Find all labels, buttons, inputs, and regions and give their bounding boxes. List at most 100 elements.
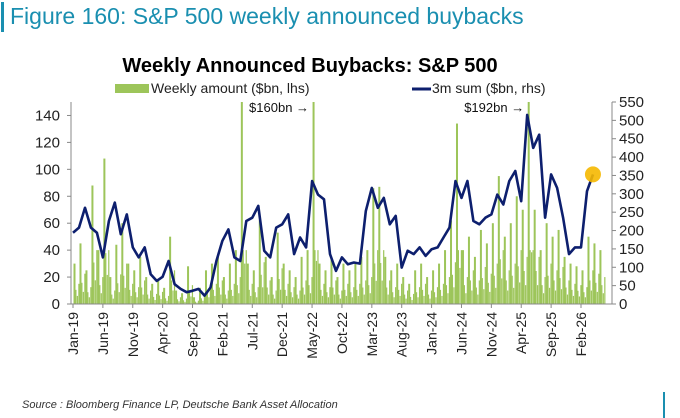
x-tick-label: Aug-23 [394, 312, 410, 357]
bar [197, 300, 200, 304]
right-tick-label: 350 [619, 167, 644, 184]
bar [73, 263, 76, 304]
bar [257, 287, 259, 304]
bar [472, 270, 474, 304]
bar [398, 289, 400, 304]
bar [172, 290, 174, 304]
footer-accent-bar [663, 392, 665, 418]
bar [90, 287, 92, 304]
bar [141, 287, 143, 304]
bar [117, 283, 119, 304]
right-tick-label: 0 [619, 296, 627, 313]
legend-swatch-bars [115, 84, 149, 93]
bar [78, 283, 80, 304]
bar [248, 289, 250, 304]
bar [392, 292, 394, 304]
x-tick-label: Feb-26 [573, 312, 589, 357]
bar [341, 290, 343, 304]
bar [121, 223, 124, 304]
bar [158, 295, 161, 304]
bar [260, 274, 262, 304]
bar [339, 298, 341, 304]
bar [246, 263, 249, 304]
bar [99, 285, 101, 304]
bar [587, 236, 590, 304]
bar [371, 277, 373, 304]
bar [501, 278, 503, 304]
bar [405, 298, 407, 304]
bar [111, 294, 113, 304]
bar [402, 277, 405, 304]
bar [550, 263, 552, 304]
annotation-192bn: $192bn → [464, 100, 524, 115]
bar [409, 296, 412, 304]
bar [190, 296, 192, 304]
bar [359, 283, 361, 304]
bar [479, 229, 482, 304]
bar [76, 295, 78, 304]
bar [191, 285, 194, 304]
bar [250, 295, 252, 304]
bar [278, 279, 280, 304]
bar [505, 280, 507, 304]
x-tick-label: Dec-21 [274, 312, 290, 357]
bar [150, 290, 152, 304]
bar [236, 285, 238, 304]
bar [602, 293, 604, 304]
bar [275, 290, 277, 304]
left-tick-label: 120 [35, 134, 60, 151]
bar [467, 236, 470, 304]
bar [396, 263, 399, 304]
bar [533, 209, 536, 304]
bar [502, 250, 504, 304]
bar [227, 290, 229, 304]
bar [593, 243, 596, 304]
bar [432, 270, 435, 304]
bar [314, 250, 316, 304]
bar [554, 290, 557, 304]
x-tick-label: Sep-20 [185, 312, 201, 357]
bar [218, 287, 220, 304]
bar [133, 270, 136, 304]
bar [551, 236, 554, 304]
source-note: Source : Bloomberg Finance LP, Deutsche … [22, 399, 338, 411]
x-tick-label: Oct-22 [334, 312, 350, 354]
bar [300, 256, 303, 304]
bar [118, 292, 120, 304]
bar [457, 250, 459, 304]
bar [515, 196, 518, 304]
bar [583, 292, 585, 304]
bar [509, 223, 512, 304]
left-tick-label: 40 [43, 242, 60, 259]
bar [569, 263, 572, 304]
bar [574, 283, 576, 304]
bar [276, 232, 279, 304]
bar [291, 297, 294, 304]
bar [490, 273, 492, 304]
right-tick-label: 100 [619, 259, 644, 276]
right-tick-label: 550 [619, 94, 644, 111]
bar [493, 275, 495, 304]
bar [245, 250, 247, 304]
bar [575, 266, 578, 304]
bar [234, 250, 237, 304]
bar [415, 292, 418, 304]
bar-series [73, 102, 606, 305]
bar [453, 287, 455, 304]
bar [185, 298, 188, 304]
bar [348, 270, 351, 304]
bar [297, 298, 300, 304]
bar [395, 287, 397, 304]
bar [460, 250, 462, 304]
bar [520, 250, 522, 304]
bar [544, 277, 546, 304]
x-tick-label: Jan-19 [65, 312, 81, 355]
bar [216, 256, 219, 304]
bar [478, 280, 480, 304]
bar [193, 297, 196, 304]
bar [529, 250, 531, 304]
bar [523, 271, 525, 304]
bar [182, 300, 185, 304]
bar [105, 253, 107, 304]
bar [484, 266, 486, 304]
